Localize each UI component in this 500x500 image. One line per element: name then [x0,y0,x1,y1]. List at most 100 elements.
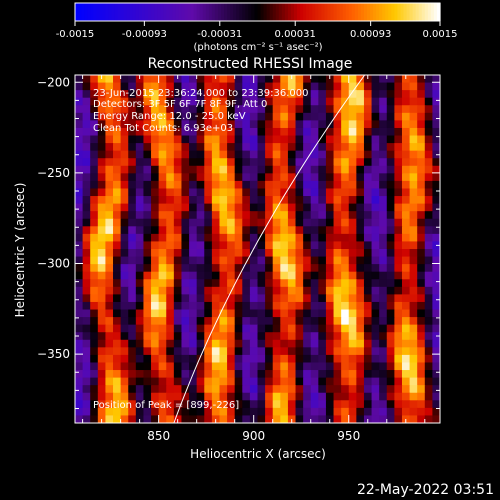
heatmap-cell [166,392,175,401]
heatmap-cell [417,165,426,174]
heatmap-cell [173,339,182,348]
heatmap-cell [424,233,433,242]
heatmap-cell [249,286,258,295]
heatmap-cell [394,203,403,212]
heatmap-cell [211,105,220,114]
heatmap-cell [394,286,403,295]
heatmap-cell [303,105,312,114]
heatmap-cell [432,385,441,394]
heatmap-cell [97,332,106,341]
heatmap-cell [219,233,228,242]
heatmap-cell [211,392,220,401]
heatmap-cell [181,75,190,84]
heatmap-cell [417,120,426,129]
heatmap-cell [128,211,137,220]
heatmap-cell [287,339,297,348]
heatmap-cell [417,279,426,288]
heatmap-cell [189,150,198,159]
heatmap-cell [196,377,205,386]
colorbar-cell [418,3,423,21]
heatmap-cell [257,354,266,363]
heatmap-cell [295,271,304,280]
heatmap-cell [280,188,289,197]
heatmap-cell [379,226,388,235]
heatmap-cell [379,354,388,363]
heatmap-cell [386,362,395,371]
heatmap-cell [196,158,205,167]
heatmap-cell [173,150,182,159]
heatmap-cell [196,407,205,416]
heatmap-cell [371,332,380,341]
heatmap-cell [303,279,312,288]
heatmap-cell [166,188,175,197]
heatmap-cell [249,400,258,409]
heatmap-cell [143,233,152,242]
annotation-energy: Energy Range: 12.0 - 25.0 keV [93,111,246,122]
heatmap-cell [158,188,167,197]
heatmap-cell [135,180,144,189]
heatmap-cell [227,392,236,401]
heatmap-cell [211,196,220,205]
heatmap-cell [356,324,365,333]
heatmap-cell [386,241,395,250]
heatmap-cell [386,165,395,174]
heatmap-cell [348,294,357,303]
heatmap-cell [432,339,441,348]
heatmap-cell [303,75,312,84]
heatmap-cell [90,90,99,99]
heatmap-cell [341,324,350,333]
heatmap-cell [318,75,327,84]
heatmap-cell [135,362,144,371]
heatmap-cell [143,165,152,174]
heatmap-cell [211,377,220,386]
heatmap-cell [341,286,350,295]
colorbar-cell [297,3,301,21]
heatmap-cell [249,173,258,182]
heatmap-cell [75,226,84,235]
heatmap-cell [424,226,433,235]
colorbar-cell [342,3,347,21]
heatmap-cell [151,324,160,333]
colorbar-cell [266,3,271,21]
heatmap-cell [417,347,426,356]
heatmap-cell [409,271,418,280]
heatmap-cell [234,143,243,152]
heatmap-cell [234,180,243,189]
heatmap-cell [204,407,213,416]
heatmap-cell [181,112,190,121]
heatmap-cell [242,158,251,167]
heatmap-cell [158,392,167,401]
heatmap-cell [386,279,395,288]
heatmap-cell [394,150,403,159]
heatmap-cell [303,135,312,144]
heatmap-cell [97,377,106,386]
heatmap-cell [257,165,266,174]
heatmap-cell [166,347,175,356]
heatmap-cell [348,385,357,394]
heatmap-cell [227,135,236,144]
heatmap-cell [295,173,304,182]
heatmap-cell [432,233,441,242]
heatmap-cell [128,203,137,212]
heatmap-cell [75,180,84,189]
heatmap-cell [409,120,418,129]
heatmap-cell [181,105,190,114]
colorbar-cell [214,3,219,21]
heatmap-cell [287,249,297,258]
heatmap-cell [295,150,304,159]
heatmap-cell [280,347,289,356]
heatmap-cell [379,196,388,205]
heatmap-cell [135,309,144,318]
heatmap-cell [249,271,258,280]
heatmap-cell [409,301,418,311]
heatmap-cell [113,90,122,99]
heatmap-cell [280,362,289,371]
heatmap-cell [135,301,144,311]
heatmap-cell [82,203,91,212]
heatmap-cell [363,249,373,258]
heatmap-cell [249,362,258,371]
heatmap-cell [386,75,395,84]
heatmap-cell [417,112,426,121]
heatmap-cell [333,347,342,356]
